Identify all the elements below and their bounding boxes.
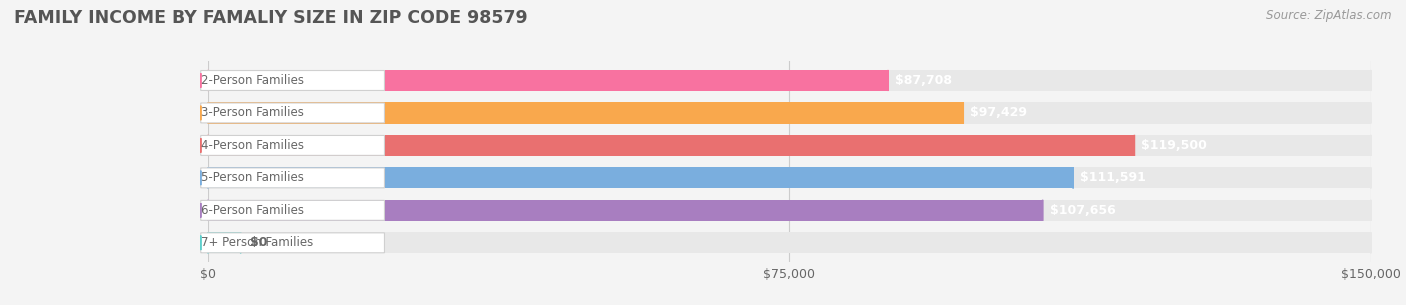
- Text: 5-Person Families: 5-Person Families: [201, 171, 304, 185]
- Text: 4-Person Families: 4-Person Families: [201, 139, 304, 152]
- Bar: [208, 232, 1371, 253]
- Bar: [208, 135, 1135, 156]
- Text: Source: ZipAtlas.com: Source: ZipAtlas.com: [1267, 9, 1392, 22]
- Bar: [208, 167, 1073, 188]
- FancyBboxPatch shape: [201, 200, 384, 220]
- Bar: [208, 200, 1371, 221]
- Bar: [208, 102, 963, 124]
- Bar: [208, 135, 1371, 156]
- FancyBboxPatch shape: [201, 233, 384, 253]
- Bar: [208, 200, 1043, 221]
- Text: $107,656: $107,656: [1050, 204, 1115, 217]
- Bar: [208, 232, 240, 253]
- Bar: [208, 70, 889, 91]
- Text: 3-Person Families: 3-Person Families: [201, 106, 304, 120]
- Text: $0: $0: [250, 236, 267, 249]
- Text: $87,708: $87,708: [896, 74, 952, 87]
- FancyBboxPatch shape: [201, 70, 384, 91]
- Bar: [208, 167, 1371, 188]
- Text: 7+ Person Families: 7+ Person Families: [201, 236, 314, 249]
- FancyBboxPatch shape: [201, 103, 384, 123]
- Text: $111,591: $111,591: [1080, 171, 1146, 185]
- Text: 2-Person Families: 2-Person Families: [201, 74, 304, 87]
- Bar: [208, 102, 1371, 124]
- Bar: [208, 70, 1371, 91]
- FancyBboxPatch shape: [201, 135, 384, 155]
- Text: $97,429: $97,429: [970, 106, 1028, 120]
- FancyBboxPatch shape: [201, 168, 384, 188]
- Text: 6-Person Families: 6-Person Families: [201, 204, 304, 217]
- Text: FAMILY INCOME BY FAMALIY SIZE IN ZIP CODE 98579: FAMILY INCOME BY FAMALIY SIZE IN ZIP COD…: [14, 9, 527, 27]
- Text: $119,500: $119,500: [1142, 139, 1208, 152]
